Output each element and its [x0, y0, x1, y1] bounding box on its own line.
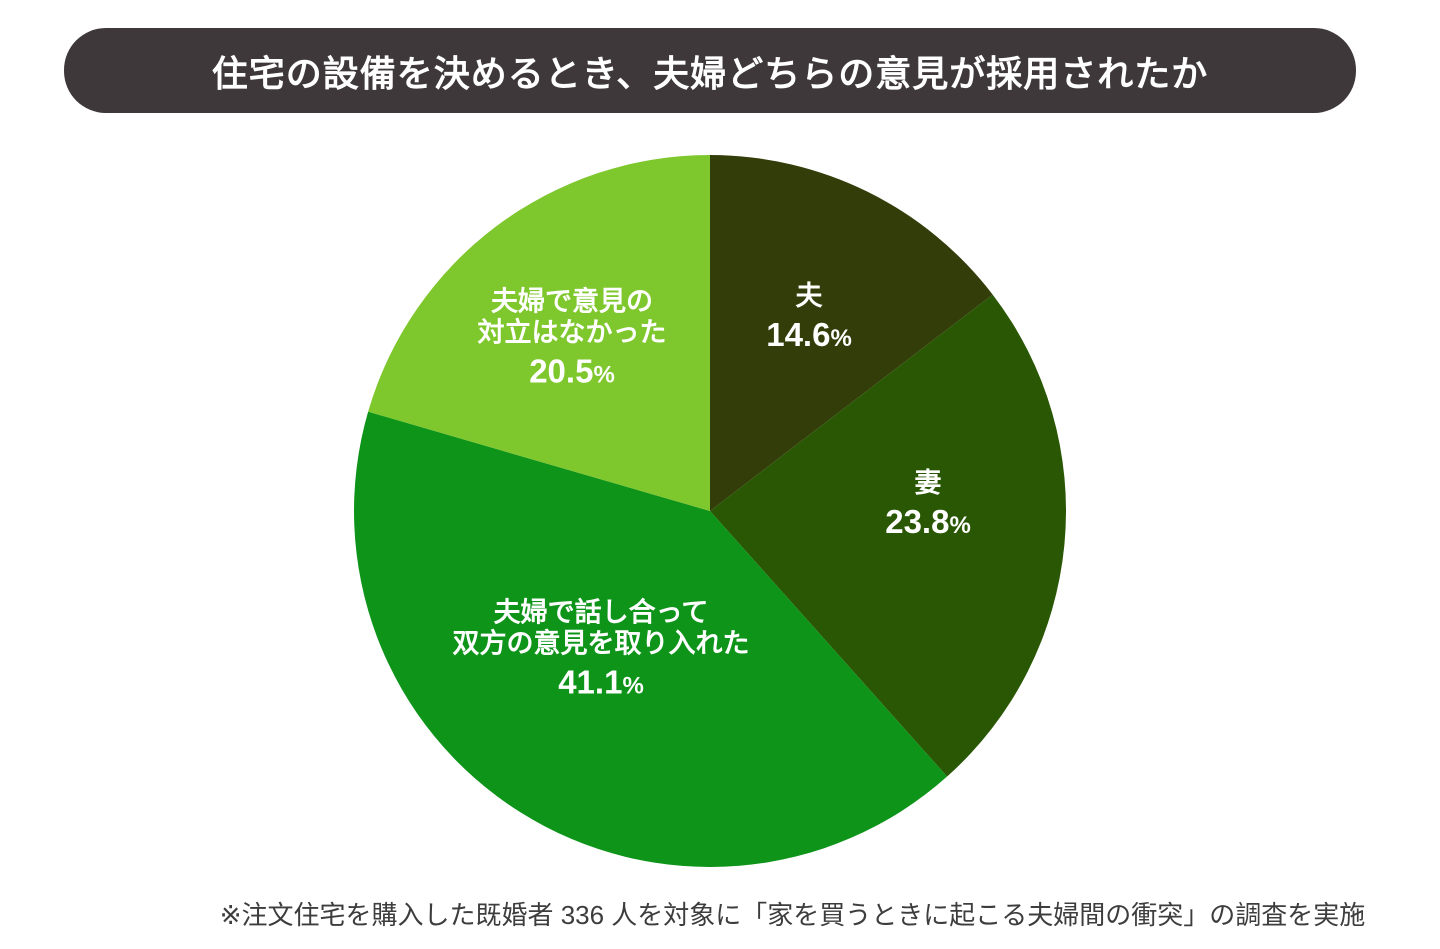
pie-slice-joint-discussion — [354, 411, 948, 867]
pie-slice-husband — [710, 155, 993, 511]
pie-slice-no-conflict — [368, 155, 710, 511]
title-banner: 住宅の設備を決めるとき、夫婦どちらの意見が採用されたか — [64, 28, 1356, 113]
pie-chart-svg — [354, 155, 1066, 867]
page-title: 住宅の設備を決めるとき、夫婦どちらの意見が採用されたか — [211, 52, 1209, 94]
survey-footnote: ※注文住宅を購入した既婚者 336 人を対象に「家を買うときに起こる夫婦間の衝突… — [219, 900, 1366, 930]
pie-slice-wife — [710, 294, 1066, 777]
